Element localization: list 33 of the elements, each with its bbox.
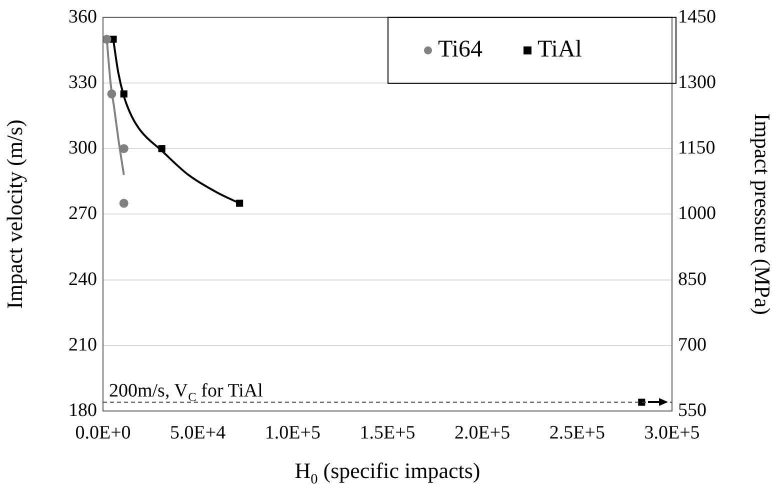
y-tick-label: 180 xyxy=(68,400,97,421)
point xyxy=(119,198,128,208)
y2-tick-label: 1150 xyxy=(678,138,716,159)
y-tick-label: 360 xyxy=(68,6,97,28)
x-tick-label: 5.0E+4 xyxy=(170,422,226,444)
x-tick-label: 1.0E+5 xyxy=(264,422,320,444)
y2-tick-label: 700 xyxy=(678,334,706,356)
x-tick-label: 3.0E+5 xyxy=(644,422,700,444)
point xyxy=(158,145,166,152)
point xyxy=(119,144,128,154)
y-tick-label: 270 xyxy=(68,203,97,224)
y-axis-title: Impact velocity (m/s) xyxy=(2,120,27,309)
x-tick-label: 1.5E+5 xyxy=(360,422,416,444)
point xyxy=(638,398,646,406)
y-tick-label: 240 xyxy=(68,268,97,290)
legend-label: Ti64 xyxy=(438,36,482,63)
y2-tick-label: 550 xyxy=(678,400,706,421)
y2-tick-label: 1300 xyxy=(678,72,716,93)
y2-tick-label: 1450 xyxy=(678,6,716,28)
y2-tick-label: 850 xyxy=(678,268,706,290)
legend-label: TiAl xyxy=(537,36,582,63)
y-tick-label: 330 xyxy=(68,72,97,93)
x-tick-label: 2.0E+5 xyxy=(454,422,510,444)
y2-tick-label: 1000 xyxy=(678,203,716,224)
x-tick-label: 0.0E+0 xyxy=(75,422,131,444)
point xyxy=(107,89,116,98)
y2-axis-title: Impact pressure (MPa) xyxy=(750,113,775,316)
point xyxy=(236,200,244,207)
y-tick-label: 300 xyxy=(68,138,97,159)
x-tick-label: 2.5E+5 xyxy=(549,422,605,444)
point xyxy=(103,34,112,44)
point xyxy=(120,90,128,98)
y-tick-label: 210 xyxy=(68,334,97,356)
